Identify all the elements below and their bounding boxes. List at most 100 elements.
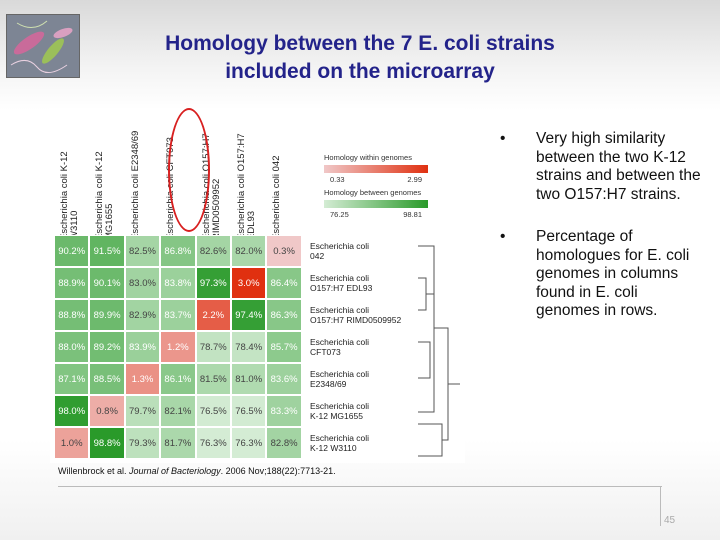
- matrix-cell: 81.5%: [195, 363, 231, 395]
- matrix-cell: 1.0%: [54, 427, 90, 459]
- bullet-item: • Percentage of homologues for E. coli g…: [500, 228, 705, 321]
- matrix-cell: 82.0%: [231, 235, 267, 267]
- matrix-cell: 88.0%: [54, 331, 90, 363]
- matrix-cell: 88.9%: [54, 267, 90, 299]
- legend-between-bar: [324, 200, 428, 208]
- matrix-cell: 79.3%: [124, 427, 161, 459]
- bacteria-thumbnail-image: [6, 14, 80, 78]
- matrix-cell: 90.1%: [89, 267, 125, 299]
- matrix-cell: 83.0%: [124, 267, 161, 299]
- homology-figure: Escherichia coli K-12 W3110 Escherichia c…: [50, 108, 465, 463]
- matrix-cell: 91.5%: [89, 235, 125, 267]
- matrix-cell: 76.5%: [195, 395, 231, 427]
- matrix-cell: 83.3%: [266, 395, 302, 427]
- matrix-cell: 76.5%: [231, 395, 267, 427]
- row-label-species: Escherichia coli: [310, 433, 370, 443]
- matrix-cell: 79.7%: [124, 395, 161, 427]
- row-label: Escherichia coli E2348/69: [310, 369, 460, 389]
- slide-title-line-1: Homology between the 7 E. coli strains: [165, 32, 555, 55]
- matrix-cell: 82.8%: [266, 427, 302, 459]
- matrix-cell: 81.0%: [231, 363, 267, 395]
- row-label: Escherichia coli O157:H7 RIMD0509952: [310, 305, 460, 325]
- matrix-cell: 78.7%: [195, 331, 231, 363]
- matrix-cell: 82.6%: [195, 235, 231, 267]
- matrix-cell: 87.1%: [54, 363, 90, 395]
- matrix-cell: 78.4%: [231, 331, 267, 363]
- row-label-species: Escherichia coli: [310, 273, 370, 283]
- matrix-cell: 85.7%: [266, 331, 302, 363]
- matrix-cell: 2.2%: [195, 299, 231, 331]
- column-header-label: Escherichia coli E2348/69: [129, 130, 141, 240]
- matrix-cell: 82.9%: [124, 299, 161, 331]
- bullet-marker: •: [500, 228, 506, 245]
- matrix-cell: 98.0%: [54, 395, 90, 427]
- citation-prefix: Willenbrock et al.: [58, 466, 130, 476]
- row-label: Escherichia coli CFT073: [310, 337, 460, 357]
- matrix-cell: 89.9%: [89, 299, 125, 331]
- footer-divider-vertical: [660, 486, 661, 526]
- matrix-cell: 0.3%: [266, 235, 302, 267]
- row-label-strain: K-12 MG1655: [310, 411, 363, 421]
- legend-between-label: Homology between genomes: [324, 188, 422, 197]
- matrix-cell: 0.8%: [89, 395, 125, 427]
- matrix-cell: 82.1%: [160, 395, 196, 427]
- matrix-cell: 97.3%: [195, 267, 231, 299]
- row-label-strain: 042: [310, 251, 325, 261]
- matrix-cell: 98.8%: [89, 427, 125, 459]
- matrix-cell: 3.0%: [231, 267, 267, 299]
- row-label-species: Escherichia coli: [310, 305, 370, 315]
- matrix-cell: 86.8%: [160, 235, 196, 267]
- legend-between-min: 76.25: [330, 210, 349, 219]
- column-header: Escherichia coli E2348/69: [129, 128, 149, 240]
- legend-within-label: Homology within genomes: [324, 153, 412, 162]
- citation-journal: Journal of Bacteriology: [129, 466, 221, 476]
- matrix-cell: 1.3%: [124, 363, 161, 395]
- column-header: Escherichia coli 042: [270, 128, 290, 241]
- legend-within-bar: [324, 165, 428, 173]
- legend-between-max: 98.81: [403, 210, 422, 219]
- matrix-cell: 83.9%: [124, 331, 161, 363]
- column-header-label: Escherichia coli 042: [271, 155, 283, 241]
- slide-title-line-2: included on the microarray: [225, 60, 495, 83]
- matrix-cell: 1.2%: [160, 331, 196, 363]
- matrix-cell: 83.8%: [160, 267, 196, 299]
- homology-legend: Homology within genomes 0.33 2.99 Homolo…: [324, 153, 428, 219]
- column-header: Escherichia coli K-12 MG1655: [93, 128, 115, 240]
- matrix-cell: 81.7%: [160, 427, 196, 459]
- row-label: Escherichia coli O157:H7 EDL93: [310, 273, 460, 293]
- homology-matrix: 90.2% 91.5% 82.5% 86.8% 82.6% 82.0% 0.3% 88.9% 9…: [54, 235, 302, 459]
- column-header-label: Escherichia coli K-12 W3110: [59, 151, 80, 240]
- legend-within-min: 0.33: [330, 175, 345, 184]
- matrix-cell: 88.5%: [89, 363, 125, 395]
- column-header: Escherichia coli O157:H7 EDL93: [235, 128, 257, 240]
- matrix-cell: 97.4%: [231, 299, 267, 331]
- row-label: Escherichia coli K-12 MG1655: [310, 401, 460, 421]
- column-header: Escherichia coli K-12 W3110: [58, 128, 80, 240]
- matrix-cell: 86.4%: [266, 267, 302, 299]
- slide-header-background: [0, 0, 720, 110]
- matrix-cell: 76.3%: [231, 427, 267, 459]
- footer-divider: [58, 486, 662, 487]
- row-label: Escherichia coli 042: [310, 241, 460, 261]
- matrix-cell: 76.3%: [195, 427, 231, 459]
- bullet-item: • Very high similarity between the two K…: [500, 130, 705, 204]
- matrix-cell: 83.6%: [266, 363, 302, 395]
- row-label-species: Escherichia coli: [310, 369, 370, 379]
- matrix-cell: 86.3%: [266, 299, 302, 331]
- bullet-list: • Very high similarity between the two K…: [500, 130, 705, 345]
- row-label-species: Escherichia coli: [310, 241, 370, 251]
- row-label-species: Escherichia coli: [310, 401, 370, 411]
- matrix-cell: 90.2%: [54, 235, 90, 267]
- bullet-text: Percentage of homologues for E. coli gen…: [536, 228, 690, 319]
- bullet-marker: •: [500, 130, 506, 147]
- row-label-strain: O157:H7 EDL93: [310, 283, 373, 293]
- highlight-circle: [168, 108, 210, 232]
- row-label-strain: E2348/69: [310, 379, 347, 389]
- legend-within-max: 2.99: [407, 175, 422, 184]
- dendrogram: [418, 245, 460, 457]
- matrix-cell: 82.5%: [124, 235, 161, 267]
- matrix-cell: 89.2%: [89, 331, 125, 363]
- page-number: 45: [664, 515, 676, 526]
- row-label-strain: O157:H7 RIMD0509952: [310, 315, 402, 325]
- bullet-text: Very high similarity between the two K-1…: [536, 130, 701, 203]
